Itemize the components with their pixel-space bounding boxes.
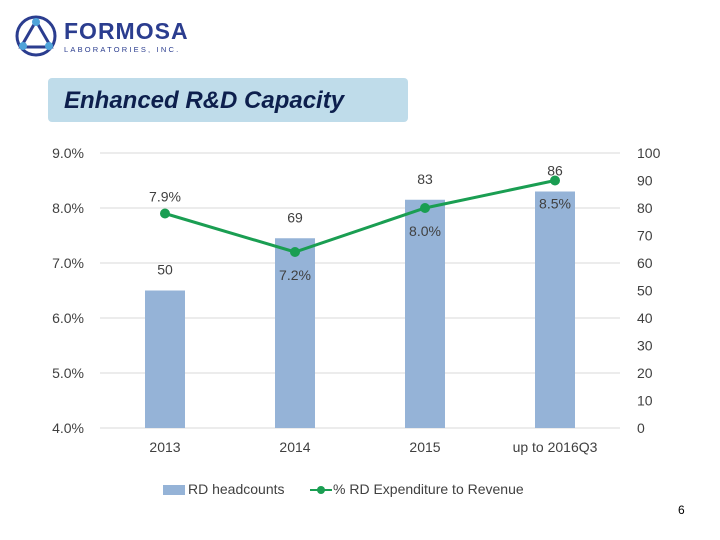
line-data-label: 8.5%: [539, 196, 571, 212]
logo-subtitle: LABORATORIES, INC.: [64, 45, 181, 54]
page-number: 6: [678, 503, 685, 517]
bar-series: [145, 191, 575, 428]
bar: [535, 191, 575, 428]
left-axis-tick-label: 4.0%: [52, 420, 84, 436]
left-axis-tick-label: 8.0%: [52, 200, 84, 216]
line-point: [550, 175, 560, 186]
line-data-label: 7.2%: [279, 267, 311, 283]
legend-line-label: % RD Expenditure to Revenue: [333, 481, 524, 497]
bar-data-label: 83: [417, 171, 433, 187]
right-axis-tick-label: 50: [637, 283, 653, 299]
line-point: [160, 208, 170, 219]
left-axis-tick-label: 9.0%: [52, 145, 84, 161]
bar: [405, 199, 445, 428]
x-axis-tick-label: 2013: [149, 439, 180, 455]
legend-bar-swatch: [163, 485, 185, 495]
x-axis-tick-label: 2015: [409, 439, 440, 455]
bar-data-label: 86: [547, 163, 563, 179]
right-axis-tick-label: 20: [637, 365, 653, 381]
line-series: [160, 175, 560, 257]
chart-labels: 4.0% 5.0% 6.0% 7.0% 8.0% 9.0% 0 10 20 30 40 50 60 70 8…: [52, 145, 660, 455]
right-axis-tick-label: 40: [637, 310, 653, 326]
x-axis-tick-label: up to 2016Q3: [513, 439, 598, 455]
line-point: [420, 203, 430, 213]
bar-data-label: 50: [157, 262, 173, 278]
legend-bar-label: RD headcounts: [188, 481, 285, 497]
left-axis-tick-label: 7.0%: [52, 255, 84, 271]
bar: [145, 290, 185, 428]
right-axis-tick-label: 80: [637, 200, 653, 216]
line-data-label: 7.9%: [149, 189, 181, 205]
legend-line-dot: [317, 486, 325, 494]
right-axis-tick-label: 100: [637, 145, 661, 161]
line-point: [290, 247, 300, 257]
bar: [275, 238, 315, 428]
x-axis-tick-label: 2014: [279, 439, 310, 455]
logo-name: FORMOSA: [64, 18, 189, 44]
right-axis-tick-label: 70: [637, 228, 653, 244]
right-axis-tick-label: 60: [637, 255, 653, 271]
bar-data-label: 69: [287, 209, 303, 225]
logo-triangle-icon: [15, 15, 57, 57]
line-path: [164, 179, 556, 254]
right-axis-tick-label: 90: [637, 173, 653, 189]
line-data-label: 8.0%: [409, 223, 441, 239]
company-logo: FORMOSA LABORATORIES, INC.: [14, 14, 188, 58]
left-axis-tick-label: 6.0%: [52, 310, 84, 326]
right-axis-tick-label: 10: [637, 393, 653, 409]
title-banner: Enhanced R&D Capacity: [48, 78, 408, 122]
right-axis-tick-label: 0: [637, 420, 645, 436]
page-title: Enhanced R&D Capacity: [64, 87, 345, 114]
chart-gridlines: [100, 152, 620, 429]
chart-legend: RD headcounts % RD Expenditure to Revenu…: [0, 481, 720, 499]
right-axis-tick-label: 30: [637, 338, 653, 354]
left-axis-tick-label: 5.0%: [52, 365, 84, 381]
